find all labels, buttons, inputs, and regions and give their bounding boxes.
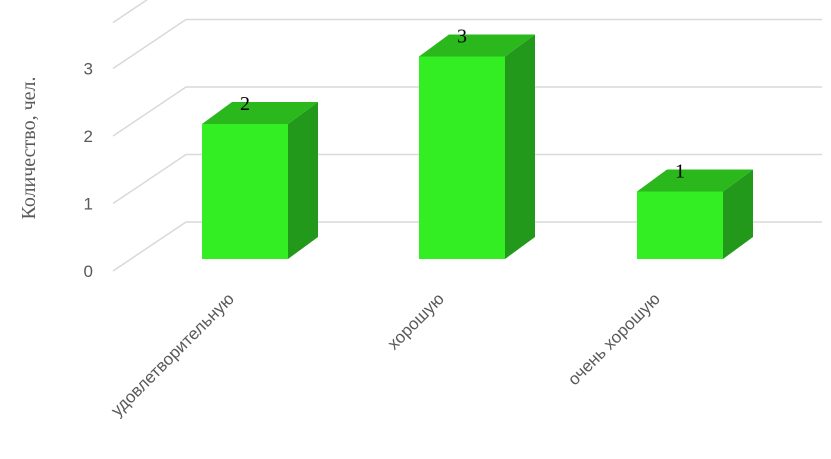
gridline-wall [112, 18, 187, 70]
bar-front [419, 56, 505, 259]
bar [419, 34, 535, 259]
bars: 2 3 1 [202, 26, 753, 259]
x-axis-categories: удовлетворительную хорошую очень хорошую [107, 289, 664, 420]
gridline-wall [112, 86, 187, 137]
bar-top [637, 169, 753, 192]
bar [637, 169, 753, 259]
x-category-label: хорошую [384, 289, 448, 353]
y-axis-ticks: 0 1 2 3 [84, 60, 93, 282]
x-category-label: очень хорошую [564, 289, 664, 389]
bar-front [637, 191, 723, 259]
data-label: 2 [240, 93, 250, 115]
y-tick-label: 3 [84, 60, 93, 79]
bar-side [723, 169, 753, 259]
y-tick-label: 2 [84, 127, 93, 146]
bar-side [288, 102, 318, 259]
bar-top [202, 102, 318, 124]
bar [202, 102, 318, 259]
gridline-wall [112, 153, 187, 205]
x-category-label: удовлетворительную [107, 289, 238, 420]
data-label: 1 [675, 161, 685, 183]
y-tick-label: 0 [84, 262, 93, 281]
y-tick-label: 1 [84, 195, 93, 214]
data-label: 3 [457, 26, 467, 48]
gridline-wall [112, 0, 149, 24]
bar-side [505, 34, 535, 259]
y-axis-label: Количество, чел. [18, 76, 40, 219]
bar-top [419, 34, 535, 57]
gridline-wall [112, 221, 187, 272]
bar-front [202, 124, 288, 259]
